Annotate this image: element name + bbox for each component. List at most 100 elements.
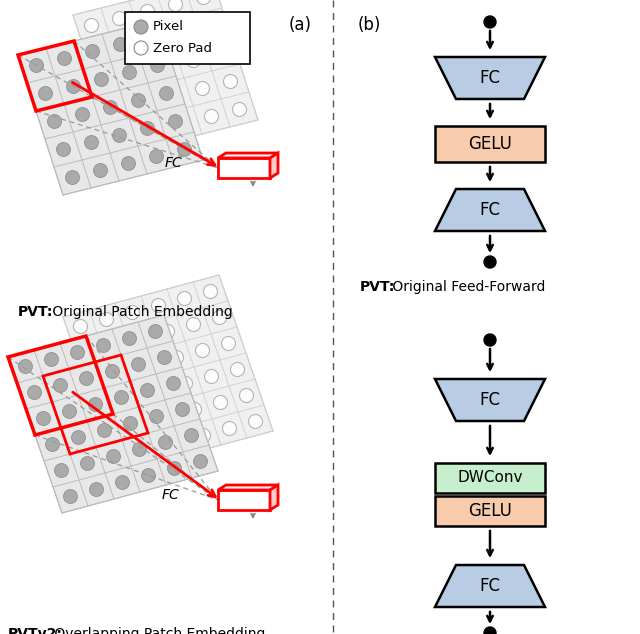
Circle shape [152,299,166,313]
Circle shape [484,256,496,268]
Text: GELU: GELU [468,502,512,520]
Circle shape [72,430,86,444]
Circle shape [45,437,60,451]
Polygon shape [270,153,278,178]
Circle shape [175,403,189,417]
Circle shape [54,463,68,477]
Polygon shape [435,379,545,421]
Circle shape [56,143,70,157]
Circle shape [134,20,148,34]
Circle shape [150,32,163,46]
Circle shape [54,378,67,392]
Circle shape [36,411,51,425]
Circle shape [161,325,175,339]
Circle shape [65,171,79,184]
Circle shape [90,482,104,496]
Circle shape [113,129,127,143]
Circle shape [168,462,182,476]
Circle shape [177,25,191,39]
Circle shape [131,358,145,372]
Circle shape [115,476,129,489]
Circle shape [106,365,120,378]
Circle shape [150,58,164,72]
Circle shape [122,332,136,346]
Circle shape [145,443,159,456]
Circle shape [38,86,52,101]
Circle shape [195,344,209,358]
Circle shape [109,424,124,437]
Circle shape [118,450,132,463]
Text: DWConv: DWConv [457,470,523,486]
Circle shape [88,398,102,411]
Circle shape [109,339,122,353]
Circle shape [150,150,163,164]
Circle shape [188,403,202,417]
Circle shape [152,384,166,398]
Circle shape [70,346,84,359]
Text: (b): (b) [358,16,381,34]
Circle shape [186,53,200,67]
Bar [218,490,270,510]
Circle shape [132,443,147,456]
Text: GELU: GELU [468,135,512,153]
Circle shape [232,103,246,117]
Circle shape [134,41,148,55]
Polygon shape [218,485,278,490]
Polygon shape [63,275,273,473]
Circle shape [100,398,115,411]
Circle shape [170,436,184,450]
Circle shape [177,117,191,131]
Circle shape [177,292,191,306]
Circle shape [159,86,173,101]
Circle shape [161,410,175,424]
Circle shape [83,346,97,359]
Circle shape [170,351,184,365]
Text: PVT:: PVT: [360,280,396,294]
Text: Pixel: Pixel [153,20,184,34]
Circle shape [184,429,198,443]
Circle shape [205,110,218,124]
Circle shape [28,385,42,399]
Circle shape [195,82,209,96]
Text: (a): (a) [289,16,312,34]
Circle shape [99,313,113,327]
Circle shape [93,46,108,60]
Circle shape [115,391,129,404]
Polygon shape [18,20,203,195]
Circle shape [168,89,182,103]
Circle shape [19,359,33,373]
Circle shape [196,0,211,4]
Circle shape [159,60,173,75]
Circle shape [484,334,496,346]
Circle shape [97,339,111,353]
Bar [435,463,545,493]
Circle shape [102,75,116,89]
Circle shape [166,377,180,391]
Circle shape [248,415,262,429]
Circle shape [204,285,218,299]
Circle shape [141,30,156,44]
Circle shape [131,93,145,108]
Circle shape [63,489,77,503]
Circle shape [484,16,496,28]
Text: PVTv2:: PVTv2: [8,627,63,634]
Circle shape [179,377,193,391]
Bar [218,158,270,178]
Circle shape [92,372,106,385]
Circle shape [223,75,237,89]
Polygon shape [270,485,278,510]
Circle shape [239,389,253,403]
Circle shape [113,37,127,51]
Circle shape [212,311,227,325]
Circle shape [113,11,127,25]
Text: FC: FC [479,201,500,219]
Circle shape [205,18,220,32]
Circle shape [193,455,207,469]
Circle shape [29,58,44,72]
Text: FC: FC [165,156,183,170]
Circle shape [141,469,156,482]
Circle shape [81,456,95,470]
Circle shape [141,4,154,18]
Circle shape [118,365,131,378]
Circle shape [157,351,172,365]
